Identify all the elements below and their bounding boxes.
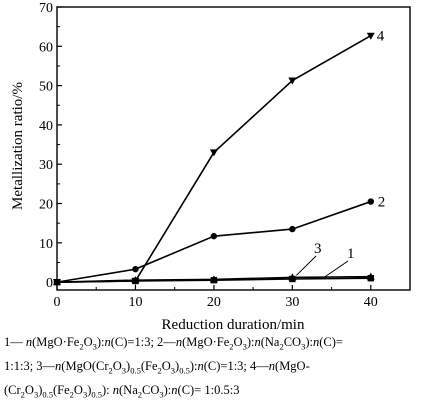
data-point-triangle-down (131, 277, 140, 285)
plot-frame (56, 6, 411, 291)
series-line-4 (56, 34, 372, 283)
data-point-circle (210, 232, 218, 240)
series-markers (53, 32, 375, 287)
series-line-2 (56, 200, 372, 283)
data-point-triangle-up (288, 273, 297, 281)
x-tick-label: 30 (285, 295, 299, 310)
x-axis-title: Reduction duration/min (162, 317, 305, 330)
data-point-triangle-down (53, 279, 61, 287)
series-labels: 4 2 3 1 (295, 29, 386, 279)
x-tick-label: 40 (364, 295, 378, 310)
chart-area: 0 10 20 30 40 0 10 20 30 40 50 60 70 4 2 3 1 Metallizat… (10, 1, 411, 333)
caption-line-1: 1— n(MgO·Fe2O3):n(C)=1:3; 2—n(MgO·Fe2O3)… (4, 335, 343, 352)
y-tick-label: 20 (39, 198, 53, 213)
y-tick-label: 30 (39, 158, 53, 173)
y-tick-label: 70 (39, 1, 53, 16)
series-label-3-leader (295, 255, 317, 276)
series-label-2: 2 (378, 195, 386, 211)
x-tick-label: 0 (54, 295, 61, 310)
series-label-3: 3 (314, 241, 322, 257)
axes: 0 10 20 30 40 0 10 20 30 40 50 60 70 (39, 1, 411, 310)
y-tick-label: 0 (46, 276, 53, 291)
y-tick-label: 40 (39, 119, 53, 134)
data-point-triangle-down (209, 149, 218, 157)
data-point-triangle-down (288, 77, 297, 85)
data-point-triangle-up (209, 275, 218, 283)
data-point-triangle-up (366, 272, 375, 280)
series-label-1-leader (323, 260, 349, 279)
data-point-triangle-down (366, 32, 375, 40)
series-lines (56, 34, 372, 283)
series-label-4: 4 (377, 29, 385, 45)
figure-caption: 1— n(MgO·Fe2O3):n(C)=1:3; 2—n(MgO·Fe2O3)… (4, 330, 420, 402)
y-tick-label: 10 (39, 237, 53, 252)
line-chart: 0 10 20 30 40 0 10 20 30 40 50 60 70 4 2 3 1 Metallizat… (10, 1, 411, 333)
data-point-circle (367, 198, 374, 205)
y-tick-label: 50 (39, 80, 53, 95)
y-axis-title: Metallization ratio/% (10, 82, 26, 210)
series-label-1: 1 (347, 246, 355, 262)
data-point-circle (132, 265, 139, 273)
data-point-circle (289, 225, 296, 233)
caption-line-2: 1:1:3; 3—n(MgO(Cr2O3)0.5(Fe2O3)0.5):n(C)… (4, 359, 310, 376)
x-tick-label: 20 (207, 295, 221, 310)
x-tick-label: 10 (128, 295, 142, 310)
caption-line-3: (Cr2O3)0.5(Fe2O3)0.5): n(Na2CO3):n(C)= 1… (4, 383, 240, 400)
y-tick-label: 60 (39, 40, 53, 55)
